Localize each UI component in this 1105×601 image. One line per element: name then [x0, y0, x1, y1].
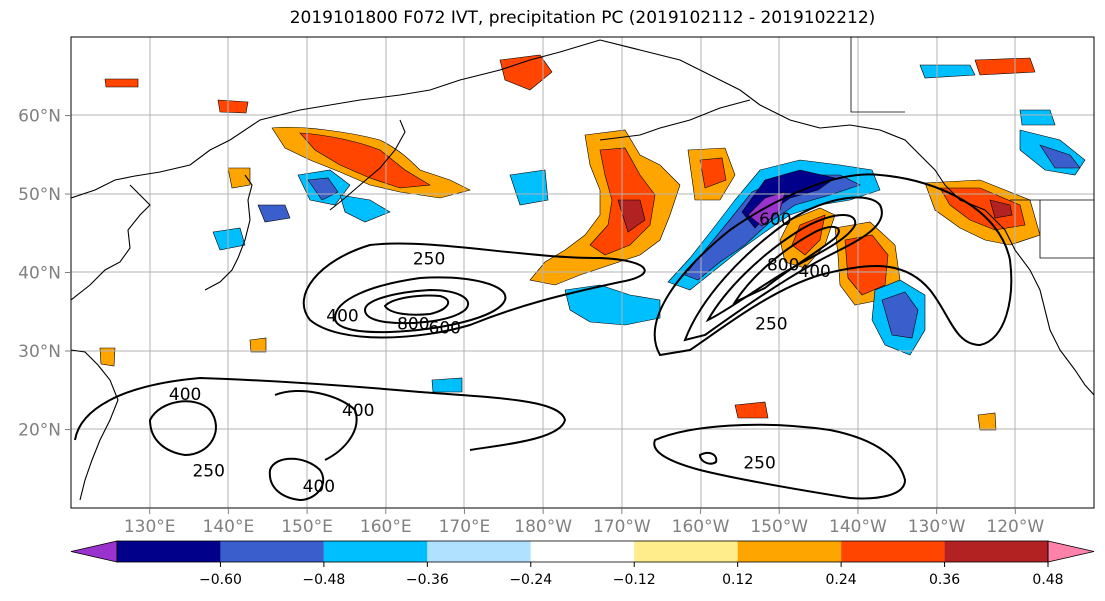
- lat-tick-label: 40°N: [18, 264, 61, 284]
- colorbar-tick-label: −0.24: [509, 572, 552, 588]
- ivt-contour-label: 400: [169, 385, 201, 405]
- ivt-contour-label: 250: [192, 461, 224, 481]
- lon-tick-label: 150°E: [281, 517, 333, 537]
- lon-tick-label: 160°W: [672, 517, 730, 537]
- ivt-contour-label: 800: [397, 315, 429, 335]
- lon-tick-label: 160°E: [360, 517, 412, 537]
- colorbar-segment: [737, 541, 842, 562]
- colorbar-tick-label: 0.48: [1032, 572, 1063, 588]
- lat-tick-label: 30°N: [18, 342, 61, 362]
- ivt-contour-label: 250: [755, 315, 787, 335]
- lon-tick-label: 140°E: [203, 517, 255, 537]
- colorbar-segment: [427, 541, 531, 562]
- lon-tick-label: 150°W: [750, 517, 808, 537]
- ivt-contours: [74, 173, 1013, 502]
- lon-tick-label: 180°W: [514, 517, 572, 537]
- lat-tick-label: 50°N: [18, 185, 61, 205]
- lat-tick-label: 60°N: [18, 107, 61, 127]
- lon-tick-label: 130°E: [124, 517, 176, 537]
- colorbar-segment: [530, 541, 635, 562]
- colorbar-segment: [323, 541, 428, 562]
- lon-tick-label: 170°W: [593, 517, 651, 537]
- colorbar-tick-label: −0.36: [406, 572, 449, 588]
- lon-tick-label: 130°W: [908, 517, 966, 537]
- colorbar-tick-label: −0.60: [199, 572, 242, 588]
- ivt-contour-label: 400: [798, 262, 830, 282]
- lat-tick-label: 20°N: [18, 421, 61, 441]
- map-title: 2019101800 F072 IVT, precipitation PC (2…: [289, 8, 876, 28]
- colorbar-segment: [944, 541, 1048, 562]
- ivt-contour-label: 800: [767, 256, 799, 276]
- ivt-contour-label: 400: [303, 477, 335, 497]
- longitude-ticks: 130°E 140°E 150°E 160°E 170°E 180°W 170°W 160°W…: [124, 508, 1044, 537]
- ivt-contour-label: 600: [429, 318, 461, 338]
- colorbar-extend-min: [70, 540, 118, 563]
- colorbar-tick-label: 0.36: [929, 572, 960, 588]
- lon-tick-label: 120°W: [986, 517, 1044, 537]
- latitude-ticks: 20°N 30°N 40°N 50°N 60°N: [18, 107, 71, 441]
- colorbar-extend-max: [1047, 540, 1095, 563]
- colorbar-segment: [117, 541, 221, 562]
- ivt-contour-label: 400: [342, 401, 374, 421]
- colorbar-segment: [634, 541, 738, 562]
- lon-tick-label: 170°E: [439, 517, 491, 537]
- colorbar-frame: [116, 540, 1049, 563]
- colorbar-segment: [841, 541, 945, 562]
- lon-tick-label: 140°W: [829, 517, 887, 537]
- colorbar-segment: [220, 541, 324, 562]
- ivt-contour-label: 600: [759, 210, 791, 230]
- colorbar-tick-label: −0.12: [613, 572, 656, 588]
- colorbar: −0.60 −0.48 −0.36 −0.24 −0.12 0.12 0.24 0.36 0.4…: [70, 540, 1095, 588]
- ivt-contour-label: 400: [326, 307, 358, 327]
- coastlines: [71, 39, 1094, 501]
- colorbar-tick-label: 0.12: [722, 572, 753, 588]
- colorbar-tick-label: −0.48: [302, 572, 345, 588]
- ivt-contour-label: 250: [413, 249, 445, 269]
- political-borders: [850, 37, 1094, 259]
- graticule: [71, 37, 1094, 508]
- ivt-contour-label: 250: [743, 453, 775, 473]
- colorbar-tick-label: 0.24: [826, 572, 857, 588]
